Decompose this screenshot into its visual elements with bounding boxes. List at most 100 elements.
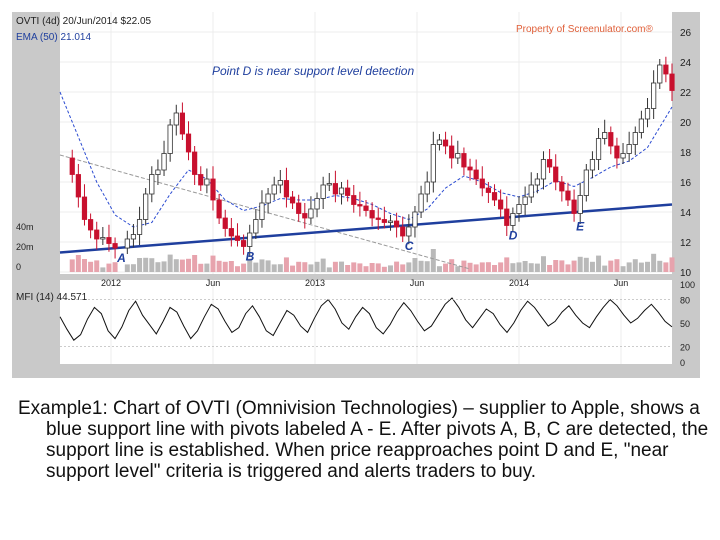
candle-body [491, 192, 498, 201]
volume-bar [210, 255, 216, 272]
resistance-line [59, 154, 471, 270]
volume-bar [565, 264, 571, 272]
candle-body [455, 153, 461, 159]
volume-bar [534, 263, 540, 272]
volume-bar [651, 253, 657, 272]
stock-chart: A B C D E 26 24 22 20 18 16 14 12 10 2012 Jun 2013 Jun 20… [16, 12, 695, 368]
volume-bar [614, 259, 620, 272]
volume-bar [547, 265, 553, 272]
candle-body [338, 187, 345, 195]
volume-bar [602, 265, 608, 272]
candle-body [522, 196, 528, 205]
volume-bar [271, 264, 277, 272]
chart-frame: A B C D E 26 24 22 20 18 16 14 12 10 2012 Jun 2013 Jun 20… [12, 12, 700, 378]
date-tick-label: Jun [206, 278, 221, 288]
candle-body [124, 238, 130, 249]
ema-label: EMA (50) 21.014 [16, 32, 92, 43]
candle-body [259, 202, 265, 220]
volume-bar [75, 255, 81, 272]
volume-bar [455, 266, 461, 272]
volume-bar [332, 261, 338, 272]
volume-bar [400, 264, 406, 272]
candle-body [485, 187, 492, 193]
pivot-label-d: D [509, 229, 518, 243]
candle-body [504, 208, 510, 226]
candle-body [130, 234, 137, 240]
mfi-label: MFI (14) 44.571 [16, 292, 88, 303]
volume-bar [173, 259, 179, 272]
volume-bar [94, 260, 100, 272]
mfi-tick-label: 100 [680, 280, 695, 290]
candle-body [608, 132, 614, 147]
volume-bar [589, 261, 595, 272]
candle-body [320, 184, 326, 199]
candle-body [510, 213, 516, 226]
candle-body [657, 64, 663, 84]
volume-bar [516, 262, 522, 272]
volume-bar [645, 261, 651, 272]
candle-body [393, 220, 400, 228]
watermark: Property of Screenulator.com® [516, 24, 653, 35]
annotation-text: Point D is near support level detection [212, 64, 415, 78]
volume-bar [375, 263, 381, 272]
volume-bar [363, 266, 369, 272]
volume-bar [69, 259, 75, 272]
candle-body [210, 178, 216, 201]
volume-bar [253, 262, 259, 272]
volume-bar [559, 260, 565, 272]
volume-bar [467, 262, 473, 272]
pivot-label-e: E [576, 220, 585, 234]
candle-body [94, 229, 100, 240]
candle-body [240, 240, 247, 247]
volume-bar [669, 257, 675, 272]
candle-body [369, 210, 375, 219]
candle-body [614, 145, 620, 159]
candle-body [467, 166, 473, 171]
candle-body [204, 178, 210, 186]
candle-body [271, 184, 277, 195]
volume-bar [485, 262, 491, 272]
price-tick-label: 16 [680, 178, 692, 189]
mfi-tick-label: 50 [680, 319, 690, 329]
candle-body [155, 169, 161, 175]
volume-bar [130, 264, 136, 272]
volume-bar [412, 258, 418, 272]
candle-body [357, 204, 363, 207]
mfi-tick-label: 0 [680, 358, 685, 368]
candle-body [418, 193, 424, 213]
candle-body [400, 226, 406, 237]
candle-body [314, 198, 320, 210]
support-line [59, 203, 673, 254]
candle-body [228, 228, 234, 237]
candle-body [387, 220, 394, 223]
candle-body [167, 124, 173, 154]
volume-bar [296, 261, 302, 272]
candle-body [381, 219, 387, 223]
volume-bar [436, 266, 442, 272]
caption: Example1: Chart of OVTI (Omnivision Tech… [18, 398, 720, 482]
candle-body [351, 195, 357, 205]
volume-bar [443, 263, 449, 272]
candle-body [498, 199, 504, 210]
candle-body [583, 169, 589, 196]
candle-body [553, 166, 559, 183]
volume-bar [608, 260, 614, 272]
candle-body [296, 202, 302, 214]
volume-bar [528, 263, 534, 272]
price-tick-label: 20 [680, 118, 692, 129]
candle-body [540, 159, 547, 180]
candle-body [326, 183, 332, 186]
volume-bar [81, 259, 87, 272]
candle-body [516, 204, 522, 214]
caption-text: Chart of OVTI (Omnivision Technologies) … [46, 398, 709, 482]
volume-bar [596, 255, 602, 272]
candle-body [651, 82, 657, 109]
candle-body [253, 219, 259, 234]
volume-bar [161, 261, 167, 272]
volume-bar [510, 263, 516, 272]
candle-body [192, 151, 198, 175]
candle-body [149, 174, 155, 195]
candle-body [345, 187, 351, 196]
price-tick-label: 12 [680, 238, 692, 249]
candle-body [442, 139, 449, 147]
